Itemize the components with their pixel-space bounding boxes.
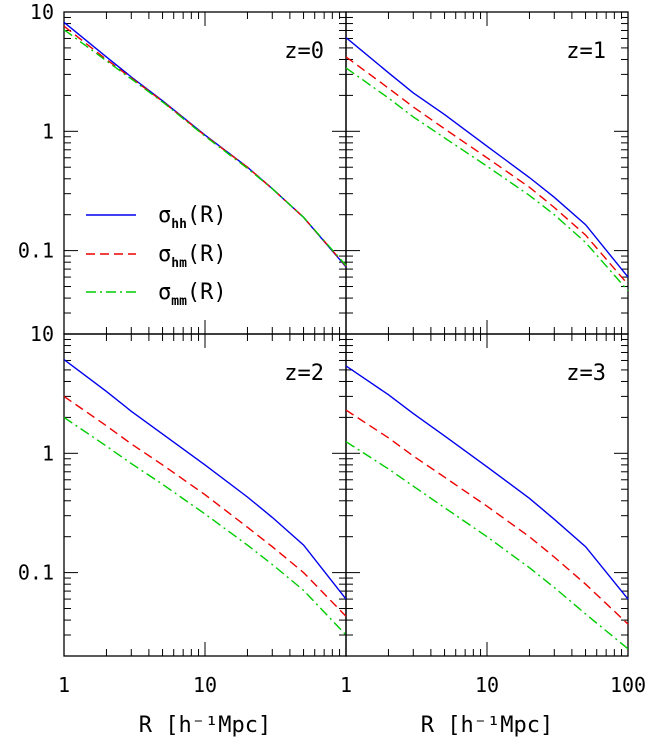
y-tick-label: 0.1 xyxy=(18,561,54,585)
legend-suffix: (R) xyxy=(187,242,227,267)
legend-symbol: σ xyxy=(158,242,171,267)
panel-layer xyxy=(63,11,629,657)
series-line-hm xyxy=(345,409,629,625)
series-line-hh xyxy=(345,37,629,278)
legend-label-mm: σmm(R) xyxy=(158,280,227,309)
series-line-hh xyxy=(63,359,347,600)
series-line-hm xyxy=(345,56,629,285)
legend-subscript: mm xyxy=(171,294,187,309)
legend-symbol: σ xyxy=(158,203,171,228)
x-tick-label: 100 xyxy=(610,673,646,697)
series-line-mm xyxy=(345,441,629,650)
legend-subscript: hm xyxy=(171,256,187,271)
series-line-hm xyxy=(63,395,347,617)
legend-label-hm: σhm(R) xyxy=(158,242,227,271)
panel-label: z=2 xyxy=(284,361,324,386)
y-tick-label: 10 xyxy=(30,322,54,346)
legend-subscript: hh xyxy=(171,217,187,232)
x-tick-label: 1 xyxy=(340,673,352,697)
legend-symbol: σ xyxy=(158,280,171,305)
y-tick-label: 1 xyxy=(42,119,54,143)
legend: σhh(R)σhm(R)σmm(R) xyxy=(86,203,227,309)
legend-label-hh: σhh(R) xyxy=(158,203,227,232)
x-tick-label: 1 xyxy=(58,673,70,697)
panel-label: z=3 xyxy=(566,361,606,386)
x-tick-label: 10 xyxy=(475,673,499,697)
panel-label: z=1 xyxy=(566,39,606,64)
y-tick-label: 1 xyxy=(42,441,54,465)
series-line-hh xyxy=(63,21,347,268)
legend-suffix: (R) xyxy=(187,203,227,228)
panel-label: z=0 xyxy=(284,39,324,64)
series-line-mm xyxy=(63,416,347,636)
x-tick-label: 10 xyxy=(193,673,217,697)
x-axis-title: R [h⁻¹Mpc] xyxy=(139,713,271,738)
label-layer: z=0 z=1 z=2 z=3 0.1 1 10 0.1 1 10 1 10 1 10 100 R [h⁻¹M… xyxy=(18,0,646,738)
series-line-mm xyxy=(345,67,629,292)
y-tick-label: 0.1 xyxy=(18,239,54,263)
series-line-hm xyxy=(63,25,347,267)
series-line-hh xyxy=(345,365,629,600)
x-axis-title: R [h⁻¹Mpc] xyxy=(421,713,553,738)
series-line-mm xyxy=(63,29,347,266)
y-tick-label: 10 xyxy=(30,0,54,24)
curve-layer xyxy=(63,21,629,650)
legend-suffix: (R) xyxy=(187,280,227,305)
